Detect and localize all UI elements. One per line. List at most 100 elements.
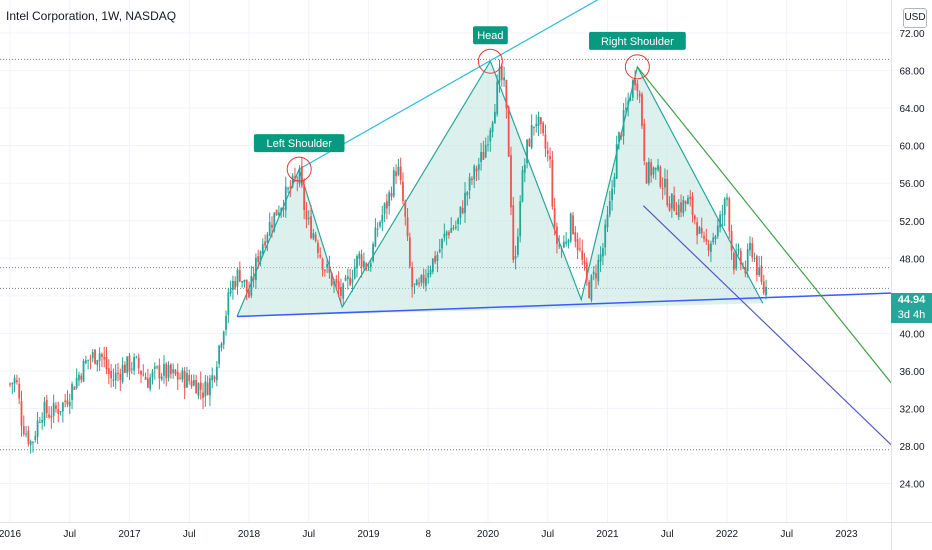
candle-body [491,122,494,132]
candle-body [599,254,602,262]
candle-body [443,233,446,238]
candle-body [687,197,689,205]
candle-body [94,349,96,364]
candle-body [57,409,60,414]
candle-body [38,422,41,424]
candle-body [487,144,489,146]
candle-body [277,212,280,216]
currency-button[interactable]: USD [903,8,927,28]
x-tick-label: Jul [183,529,196,540]
candle-body [291,175,294,187]
candle-body [149,377,152,389]
candle-body [314,234,317,241]
candle-body [287,188,289,190]
candle-body [18,383,21,399]
candle-body [328,265,331,273]
candle-body [9,383,11,385]
candle-body [588,282,591,298]
pattern-label-bg [253,134,345,153]
candle-body [307,217,310,219]
green-trendline [636,66,891,384]
y-tick-label: 28.00 [899,442,924,453]
candle-body [602,248,604,257]
candle-body [280,208,283,213]
candle-body [399,166,402,180]
candle-body [326,263,329,268]
candle-body [379,222,381,227]
candle-body [735,252,738,269]
candle-body [611,188,613,201]
candle-body [146,378,149,388]
candle-body [684,201,687,204]
candle-body [643,123,646,161]
candle-body [29,441,32,445]
candle-body [739,250,742,265]
y-tick-label: 36.00 [899,367,924,378]
candle-body [574,232,577,242]
candle-body [121,364,124,382]
candle-body [211,375,214,381]
candle-body [261,244,264,254]
candle-body [105,357,108,370]
candle-body [657,165,659,170]
candle-body [583,260,586,265]
candle-body [335,278,338,283]
candle-body [636,83,639,92]
candle-body [197,383,200,396]
pattern-label: Head [477,30,503,42]
candle-body [227,292,230,315]
x-tick-label: Jul [302,529,315,540]
candle-body [71,384,73,400]
candle-body [130,368,133,370]
x-tick-label: 2018 [238,529,261,540]
candle-body [213,376,216,379]
candle-body [498,67,501,83]
candle-body [298,168,301,184]
blue-trendline [642,205,891,446]
candle-body [34,436,37,440]
candle-body [41,419,44,423]
plot-area: Left Shoulder Head Right Shoulder [0,0,891,454]
candle-body [385,200,388,209]
candle-body [737,248,740,252]
candle-body [321,258,324,271]
pattern-label: Right Shoulder [601,36,674,48]
candle-body [526,139,528,164]
candle-body [592,271,595,275]
x-tick-label: 2019 [357,529,380,540]
candle-body [661,187,664,189]
candle-body [544,134,547,149]
candle-body [48,414,50,418]
candle-body [707,243,710,251]
peak-circle [286,156,312,182]
candle-body [229,289,232,294]
pattern-label: Left Shoulder [266,138,332,150]
x-tick-label: Jul [661,529,674,540]
candle-body [107,368,110,374]
y-tick-label: 24.00 [899,480,924,491]
candle-body [629,99,632,101]
candle-body [670,193,673,209]
candle-body [553,208,556,227]
candle-body [273,212,276,231]
candle-body [80,375,83,380]
candle-body [365,263,368,270]
candle-body [429,269,432,275]
candle-body [471,178,473,181]
candle-body [300,166,303,186]
candle-body [222,331,225,345]
last-price-badge: 44.94 [891,293,932,308]
candle-body [296,179,299,181]
candle-body [477,164,480,170]
candle-body [91,352,94,359]
candle-body [383,203,386,214]
candle-body [714,236,717,240]
candle-body [45,399,48,414]
candle-body [234,281,237,288]
candle-body [482,151,485,160]
candle-body [673,195,676,211]
candle-body [20,401,23,426]
candle-body [344,277,347,281]
candle-body [590,275,593,301]
